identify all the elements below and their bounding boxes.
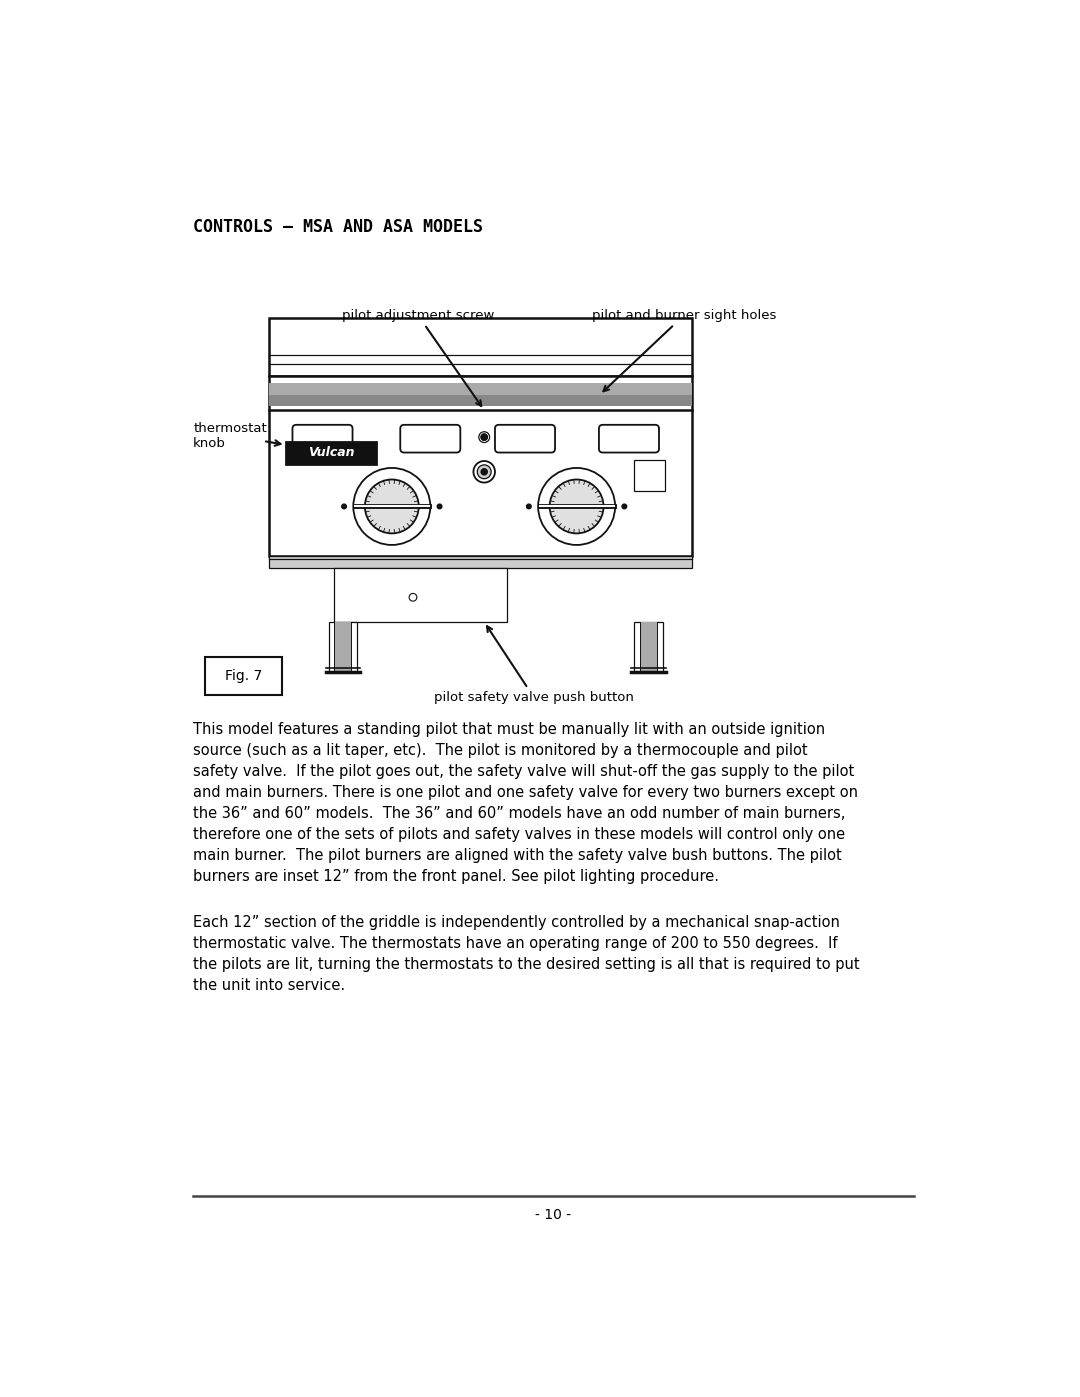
Bar: [269, 383, 692, 395]
Bar: [335, 622, 351, 672]
FancyBboxPatch shape: [599, 425, 659, 453]
FancyBboxPatch shape: [495, 425, 555, 453]
Text: CONTROLS – MSA AND ASA MODELS: CONTROLS – MSA AND ASA MODELS: [193, 218, 483, 236]
Circle shape: [527, 504, 531, 509]
Bar: [269, 556, 692, 569]
Bar: [205, 657, 283, 696]
Text: This model features a standing pilot that must be manually lit with an outside i: This model features a standing pilot tha…: [193, 722, 859, 884]
Text: pilot and burner sight holes: pilot and burner sight holes: [592, 309, 777, 391]
Circle shape: [341, 504, 347, 509]
Circle shape: [478, 432, 489, 443]
Circle shape: [477, 465, 491, 479]
Text: thermostat
knob: thermostat knob: [193, 422, 267, 450]
Circle shape: [473, 461, 495, 482]
Text: Vulcan: Vulcan: [308, 447, 354, 460]
Bar: [269, 317, 692, 376]
Circle shape: [481, 434, 487, 440]
Text: pilot adjustment screw: pilot adjustment screw: [341, 309, 495, 407]
Circle shape: [409, 594, 417, 601]
Bar: [269, 395, 692, 407]
Circle shape: [550, 479, 604, 534]
FancyBboxPatch shape: [293, 425, 352, 453]
Bar: [328, 622, 357, 672]
Text: Fig. 7: Fig. 7: [226, 669, 262, 683]
Circle shape: [622, 504, 626, 509]
Text: pilot safety valve push button: pilot safety valve push button: [434, 626, 634, 704]
Bar: [285, 441, 377, 464]
Bar: [334, 569, 508, 622]
Bar: [634, 460, 665, 490]
Bar: [634, 622, 663, 672]
Circle shape: [365, 479, 419, 534]
Text: - 10 -: - 10 -: [536, 1208, 571, 1222]
Circle shape: [437, 504, 442, 509]
Bar: [269, 376, 692, 556]
Circle shape: [481, 469, 487, 475]
Circle shape: [538, 468, 616, 545]
Circle shape: [353, 468, 430, 545]
Circle shape: [481, 434, 487, 440]
Text: Each 12” section of the griddle is independently controlled by a mechanical snap: Each 12” section of the griddle is indep…: [193, 915, 860, 992]
Bar: [640, 622, 657, 672]
FancyBboxPatch shape: [401, 425, 460, 453]
